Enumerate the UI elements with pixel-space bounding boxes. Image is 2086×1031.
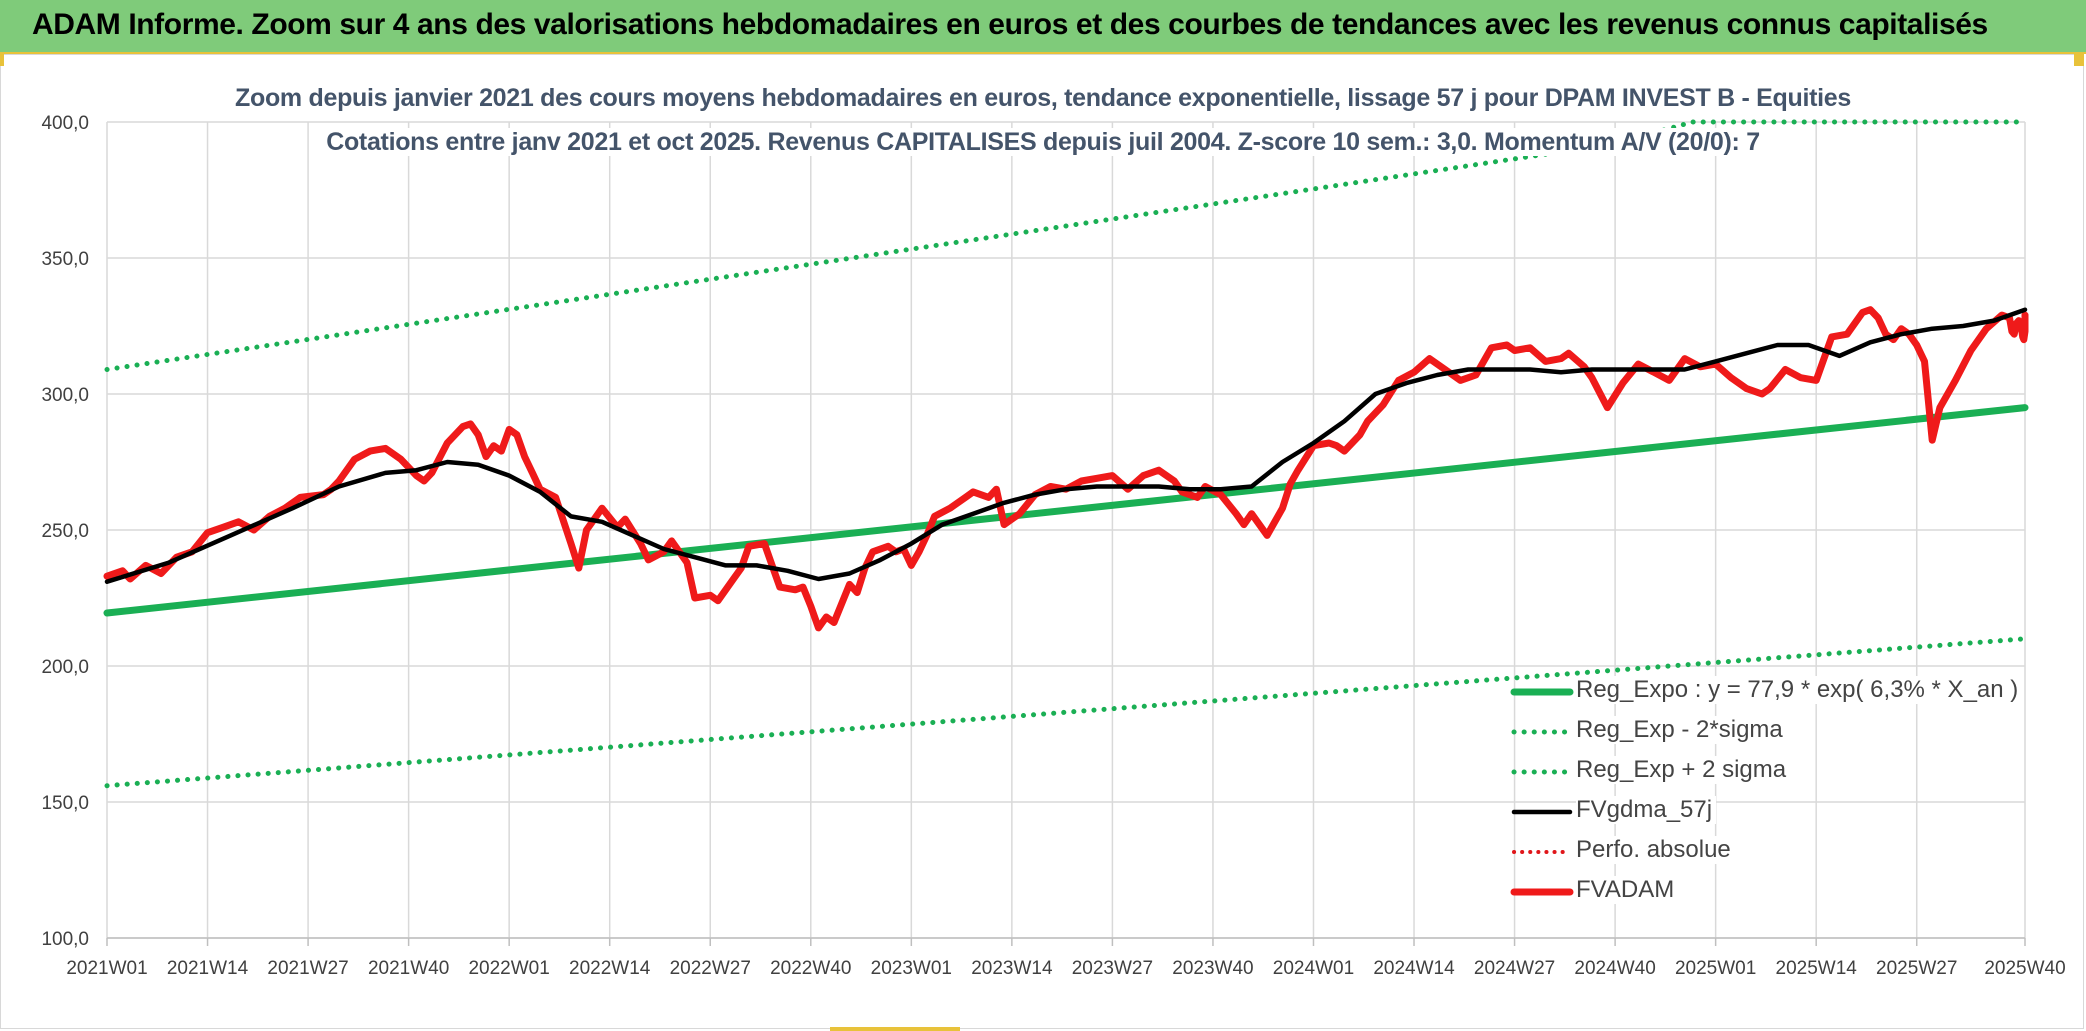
y-tick-label: 250,0 — [41, 521, 89, 542]
x-tick-label: 2023W27 — [1072, 958, 1153, 979]
chart-legend: Reg_Expo : y = 77,9 * exp( 6,3% * X_an )… — [1510, 672, 2030, 912]
legend-label: FVgdma_57j — [1576, 796, 1717, 824]
legend-item-high: Reg_Exp + 2 sigma — [1510, 752, 2030, 792]
report-title: ADAM Informe. Zoom sur 4 ans des valoris… — [32, 8, 1988, 41]
x-tick-label: 2025W14 — [1776, 958, 1858, 979]
x-tick-label: 2024W27 — [1474, 958, 1555, 979]
y-tick-label: 200,0 — [41, 657, 89, 678]
legend-item-ma: FVgdma_57j — [1510, 792, 2030, 832]
legend-label: FVADAM — [1576, 876, 1679, 904]
x-tick-label: 2023W01 — [871, 958, 952, 979]
x-tick-label: 2025W40 — [1984, 958, 2065, 979]
x-tick-label: 2025W01 — [1675, 958, 1756, 979]
legend-swatch-high — [1511, 769, 1573, 775]
y-tick-label: 150,0 — [41, 793, 89, 814]
x-tick-label: 2021W27 — [267, 958, 348, 979]
chart-frame — [0, 54, 2084, 1029]
bottom-accent — [830, 1027, 960, 1031]
axes: 100,0 150,0 200,0 250,0 300,0 350,0 400,0 2021W… — [41, 113, 2065, 979]
corner-accent-right — [2074, 54, 2084, 66]
legend-item-perfo: Perfo. absolue — [1510, 832, 2030, 872]
chart-subtitle-line2-text: Cotations entre janv 2021 et oct 2025. R… — [318, 128, 1768, 156]
chart-subtitle-line2: Cotations entre janv 2021 et oct 2025. R… — [0, 128, 2086, 157]
x-tick-label: 2022W40 — [770, 958, 851, 979]
x-tick-label: 2021W01 — [66, 958, 147, 979]
legend-item-low: Reg_Exp - 2*sigma — [1510, 712, 2030, 752]
x-tick-label: 2024W01 — [1273, 958, 1354, 979]
x-tick-label: 2025W27 — [1876, 958, 1957, 979]
legend-swatch-reg — [1510, 688, 1574, 696]
legend-item-fvadam: FVADAM — [1510, 872, 2030, 912]
x-tick-label: 2023W14 — [971, 958, 1053, 979]
x-tick-label: 2024W40 — [1574, 958, 1655, 979]
y-tick-label: 400,0 — [41, 113, 89, 134]
chart-subtitle-line1-text: Zoom depuis janvier 2021 des cours moyen… — [227, 84, 1859, 112]
y-tick-label: 350,0 — [41, 249, 89, 270]
report-banner: ADAM Informe. Zoom sur 4 ans des valoris… — [0, 0, 2086, 54]
x-tick-label: 2022W27 — [670, 958, 751, 979]
legend-label: Perfo. absolue — [1576, 836, 1735, 864]
series-line-fvadam — [103, 306, 2029, 632]
x-tick-label: 2022W01 — [468, 958, 549, 979]
legend-swatch-perfo — [1512, 850, 1572, 854]
series-line-low — [104, 636, 2028, 789]
corner-accent-left — [0, 54, 4, 66]
legend-item-reg: Reg_Expo : y = 77,9 * exp( 6,3% * X_an ) — [1510, 672, 2030, 712]
series-line-high — [104, 119, 2028, 372]
legend-swatch-fvadam — [1510, 888, 1574, 896]
legend-swatch-low — [1511, 729, 1573, 735]
legend-label: Reg_Exp - 2*sigma — [1576, 716, 1787, 744]
gridlines — [106, 121, 2026, 939]
x-tick-label: 2023W40 — [1172, 958, 1253, 979]
legend-label: Reg_Exp + 2 sigma — [1576, 756, 1791, 784]
x-tick-label: 2021W40 — [368, 958, 449, 979]
legend-label: Reg_Expo : y = 77,9 * exp( 6,3% * X_an ) — [1576, 676, 2023, 704]
y-tick-label: 300,0 — [41, 385, 89, 406]
chart-subtitle-line1: Zoom depuis janvier 2021 des cours moyen… — [0, 84, 2086, 113]
series-line-ma — [104, 307, 2028, 584]
x-tick-label: 2021W14 — [167, 958, 249, 979]
series-line-reg — [103, 404, 2029, 617]
x-tick-label: 2022W14 — [569, 958, 651, 979]
x-tick-label: 2024W14 — [1373, 958, 1455, 979]
legend-swatch-ma — [1511, 809, 1573, 815]
y-tick-label: 100,0 — [41, 929, 89, 950]
